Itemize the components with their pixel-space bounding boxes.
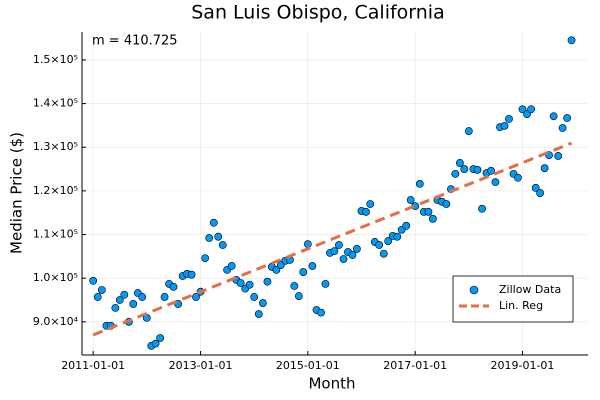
data-point bbox=[187, 270, 196, 279]
y-tick-label: 1.3×10⁵ bbox=[33, 140, 78, 153]
data-point bbox=[460, 165, 469, 173]
data-point bbox=[406, 196, 415, 204]
data-point bbox=[352, 245, 361, 253]
x-axis-label: Month bbox=[308, 375, 355, 393]
data-point bbox=[138, 293, 147, 301]
data-point bbox=[209, 218, 218, 227]
data-point bbox=[442, 200, 451, 208]
annotation: m = 410.725 bbox=[92, 34, 178, 49]
y-tick-label: 1.2×10⁵ bbox=[33, 184, 78, 197]
data-point bbox=[169, 283, 178, 291]
data-point bbox=[558, 124, 567, 132]
data-point bbox=[192, 293, 200, 301]
data-point bbox=[89, 276, 98, 285]
data-point bbox=[563, 114, 572, 122]
y-tick-label: 1.4×10⁵ bbox=[33, 97, 78, 110]
data-point bbox=[366, 200, 375, 208]
data-point bbox=[218, 241, 227, 249]
data-point bbox=[491, 178, 500, 187]
y-tick-label: 9.0×10⁴ bbox=[33, 315, 79, 328]
data-point bbox=[540, 164, 549, 173]
data-point bbox=[505, 114, 513, 123]
data-point bbox=[272, 265, 281, 274]
y-tick-label: 1.5×10⁵ bbox=[33, 53, 78, 66]
data-point bbox=[97, 286, 106, 294]
data-point bbox=[120, 290, 129, 299]
data-point bbox=[250, 293, 259, 301]
data-point bbox=[93, 293, 102, 301]
data-point bbox=[330, 247, 339, 256]
data-point bbox=[201, 254, 210, 262]
data-point bbox=[254, 310, 263, 318]
data-point bbox=[536, 189, 545, 197]
data-point bbox=[294, 292, 303, 300]
data-point bbox=[348, 251, 357, 259]
data-point bbox=[428, 214, 437, 223]
data-point bbox=[111, 303, 120, 312]
x-tick-label: 2011-01-01 bbox=[61, 359, 125, 372]
data-point bbox=[527, 105, 536, 114]
y-axis-label: Median Price ($) bbox=[8, 132, 26, 254]
data-point bbox=[245, 280, 254, 289]
y-tick-label: 1.1×10⁵ bbox=[33, 228, 78, 241]
data-point bbox=[514, 173, 522, 182]
data-point bbox=[549, 112, 558, 121]
data-point bbox=[335, 241, 343, 249]
data-point bbox=[115, 296, 124, 304]
data-point bbox=[160, 293, 169, 301]
data-point bbox=[156, 334, 165, 342]
data-point bbox=[227, 262, 236, 270]
data-point bbox=[393, 232, 402, 241]
legend: Zillow Data Lin. Reg bbox=[452, 275, 574, 323]
data-point bbox=[303, 240, 312, 249]
x-tick-label: 2019-01-01 bbox=[491, 359, 555, 372]
data-point bbox=[518, 105, 527, 114]
data-point bbox=[455, 159, 464, 167]
data-point bbox=[205, 234, 214, 242]
plot-area bbox=[89, 36, 576, 350]
data-point bbox=[290, 282, 299, 290]
data-point bbox=[500, 121, 509, 130]
legend-box bbox=[452, 275, 574, 323]
x-tick-label: 2013-01-01 bbox=[169, 359, 233, 372]
data-point bbox=[424, 207, 433, 216]
legend-label: Lin. Reg bbox=[499, 299, 543, 312]
data-point bbox=[451, 169, 460, 178]
legend-swatch bbox=[469, 285, 479, 295]
data-point bbox=[236, 279, 245, 287]
data-point bbox=[415, 179, 424, 188]
data-point bbox=[464, 127, 473, 135]
data-point bbox=[554, 152, 563, 160]
data-point bbox=[478, 204, 486, 213]
data-point bbox=[321, 279, 330, 288]
x-tick-label: 2017-01-01 bbox=[383, 359, 447, 372]
y-tick-label: 1.0×10⁵ bbox=[33, 271, 78, 284]
data-point bbox=[129, 300, 138, 308]
data-point bbox=[487, 166, 495, 175]
data-point bbox=[384, 237, 393, 245]
data-point bbox=[473, 166, 482, 174]
data-point bbox=[263, 277, 272, 286]
data-point bbox=[258, 299, 267, 307]
legend-label: Zillow Data bbox=[499, 283, 561, 296]
data-point bbox=[214, 232, 223, 241]
data-point bbox=[308, 262, 317, 270]
data-point bbox=[362, 207, 370, 216]
data-point bbox=[339, 255, 348, 263]
data-point bbox=[531, 183, 540, 192]
data-point bbox=[379, 249, 388, 258]
data-point bbox=[402, 221, 411, 230]
data-point bbox=[151, 339, 160, 348]
x-tick-label: 2015-01-01 bbox=[276, 359, 340, 372]
chart-title: San Luis Obispo, California bbox=[191, 2, 444, 24]
data-point bbox=[317, 308, 325, 317]
data-point bbox=[567, 36, 576, 45]
data-point bbox=[375, 241, 384, 249]
data-point bbox=[299, 268, 308, 276]
regression-line bbox=[92, 141, 573, 337]
